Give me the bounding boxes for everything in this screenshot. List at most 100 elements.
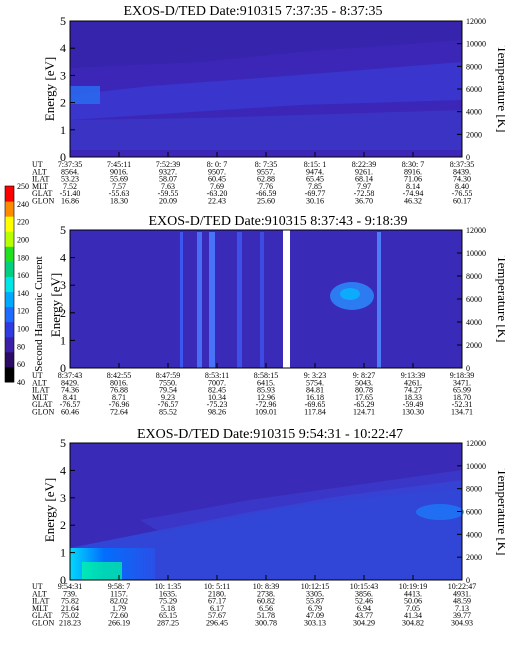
orbit-cell: 57.67 xyxy=(208,611,226,620)
orbit-row-label: ILAT xyxy=(32,597,49,606)
colorbar: 40 60 80 100 120 140 160 180 200 220 240 250 Second… xyxy=(4,182,45,387)
orbit-cell: 22.43 xyxy=(208,197,226,206)
orbit-cell: 7.76 xyxy=(259,182,273,191)
orbit-cell: 65.99 xyxy=(453,386,471,395)
temperature-tick-label: 10000 xyxy=(466,249,486,258)
orbit-cell: 67.17 xyxy=(208,597,226,606)
orbit-cell: -55.63 xyxy=(109,189,130,198)
temperature-tick-label: 10000 xyxy=(466,462,486,471)
orbit-cell: 46.32 xyxy=(404,197,422,206)
orbit-cell: 16.18 xyxy=(306,393,324,402)
orbit-row-label: UT xyxy=(32,582,43,591)
orbit-cell: 79.54 xyxy=(159,386,177,395)
orbit-row-label: GLAT xyxy=(32,189,53,198)
orbit-cell: 10:12:15 xyxy=(301,582,329,591)
colorbar-tick-label: 200 xyxy=(17,235,29,244)
panel-1-right-axis: 0 2000 4000 6000 8000 10000 12000 xyxy=(457,17,486,162)
orbit-row-label: MLT xyxy=(32,393,48,402)
orbit-cell: -75.23 xyxy=(207,400,228,409)
orbit-cell: 8564. xyxy=(61,167,79,176)
orbit-cell: 9:54:31 xyxy=(58,582,82,591)
orbit-cell: 117.84 xyxy=(304,408,326,417)
panel-3-band xyxy=(70,480,462,580)
energy-tick-label: 0 xyxy=(60,361,66,375)
temperature-tick-label: 6000 xyxy=(466,85,482,94)
panel-2-title: EXOS-D/TED Date:910315 8:37:43 - 9:18:39 xyxy=(149,214,408,229)
temperature-tick-label: 8000 xyxy=(466,485,482,494)
orbit-cell: 74.30 xyxy=(453,175,471,184)
panel-3-left-axis: 0 1 2 3 4 5 xyxy=(60,436,463,587)
orbit-cell: 5754. xyxy=(306,378,324,387)
energy-tick-label: 3 xyxy=(60,278,66,292)
colorbar-tick-label: 220 xyxy=(17,218,29,227)
orbit-row-label: ALT xyxy=(32,378,47,387)
energy-tick-label: 5 xyxy=(60,223,66,237)
orbit-cell: 7.63 xyxy=(161,182,175,191)
orbit-cell: 7:52:39 xyxy=(156,160,180,169)
orbit-cell: 2180. xyxy=(208,589,226,598)
orbit-cell: 18.70 xyxy=(453,393,471,402)
colorbar-tick-label: 60 xyxy=(17,360,25,369)
orbit-cell: 9261. xyxy=(355,167,373,176)
orbit-cell: 3856. xyxy=(355,589,373,598)
panel-1-orbit-table: UTALTILATMLTGLATGLON7:37:358564.53.237.5… xyxy=(32,160,474,206)
panel-2-stripe-4 xyxy=(237,232,242,368)
orbit-cell: 304.82 xyxy=(402,619,424,628)
orbit-cell: 8016. xyxy=(110,378,128,387)
orbit-cell: 62.88 xyxy=(257,175,275,184)
orbit-cell: 55.87 xyxy=(306,597,324,606)
orbit-cell: 8: 7:35 xyxy=(255,160,277,169)
colorbar-tick-label: 40 xyxy=(17,378,25,387)
orbit-row-label: ILAT xyxy=(32,175,49,184)
orbit-cell: 76.88 xyxy=(110,386,128,395)
orbit-cell: 134.71 xyxy=(451,408,473,417)
orbit-cell: 58.07 xyxy=(159,175,177,184)
temperature-tick-label: 12000 xyxy=(466,17,486,26)
orbit-cell: 130.30 xyxy=(402,408,424,417)
orbit-row-label: UT xyxy=(32,371,43,380)
orbit-cell: 6.79 xyxy=(308,604,322,613)
orbit-cell: 82.45 xyxy=(208,386,226,395)
orbit-cell: 7.05 xyxy=(406,604,420,613)
colorbar-tick-label: 250 xyxy=(17,182,29,191)
orbit-cell: 72.60 xyxy=(110,611,128,620)
energy-tick-label: 4 xyxy=(60,463,66,477)
orbit-cell: 60.45 xyxy=(208,175,226,184)
orbit-cell: 5.18 xyxy=(161,604,175,613)
orbit-cell: 9557. xyxy=(257,167,275,176)
orbit-cell: 304.93 xyxy=(451,619,473,628)
orbit-cell: 4413. xyxy=(404,589,422,598)
colorbar-swatch xyxy=(5,291,14,308)
orbit-cell: 8916. xyxy=(404,167,422,176)
panel-2: EXOS-D/TED Date:910315 8:37:43 - 9:18:39… xyxy=(32,214,505,417)
orbit-cell: 8: 0: 7 xyxy=(207,160,227,169)
panel-1-title: EXOS-D/TED Date:910315 7:37:35 - 8:37:35 xyxy=(124,4,383,19)
orbit-cell: -59.49 xyxy=(403,400,424,409)
energy-tick-label: 3 xyxy=(60,68,66,82)
panel-1-lower-band xyxy=(70,110,462,150)
temperature-tick-label: 2000 xyxy=(466,341,482,350)
orbit-cell: 4261. xyxy=(404,378,422,387)
energy-tick-label: 2 xyxy=(60,518,66,532)
orbit-cell: 7.13 xyxy=(455,604,469,613)
orbit-cell: 9507. xyxy=(208,167,226,176)
orbit-cell: 8:37:43 xyxy=(58,371,82,380)
orbit-row-label: ALT xyxy=(32,589,47,598)
panel-2-hotspot-core xyxy=(340,288,360,300)
orbit-cell: 84.81 xyxy=(306,386,324,395)
panel-1: EXOS-D/TED Date:910315 7:37:35 - 8:37:35… xyxy=(32,4,505,206)
panel-1-left-axis: 0 1 2 3 4 5 xyxy=(60,14,463,164)
orbit-row-label: ILAT xyxy=(32,386,49,395)
colorbar-swatch xyxy=(5,186,14,202)
orbit-cell: 55.69 xyxy=(110,175,128,184)
orbit-cell: 7:37:35 xyxy=(58,160,82,169)
orbit-cell: 53.23 xyxy=(61,175,79,184)
orbit-cell: 60.82 xyxy=(257,597,275,606)
orbit-cell: 9: 3:23 xyxy=(304,371,326,380)
orbit-cell: 8439. xyxy=(453,167,471,176)
panel-2-right-axis: 0 2000 4000 6000 8000 10000 12000 xyxy=(457,226,486,373)
orbit-cell: 20.09 xyxy=(159,197,177,206)
colorbar-swatch xyxy=(5,366,14,383)
panel-3-y2label: Temperature [K] xyxy=(495,469,505,556)
